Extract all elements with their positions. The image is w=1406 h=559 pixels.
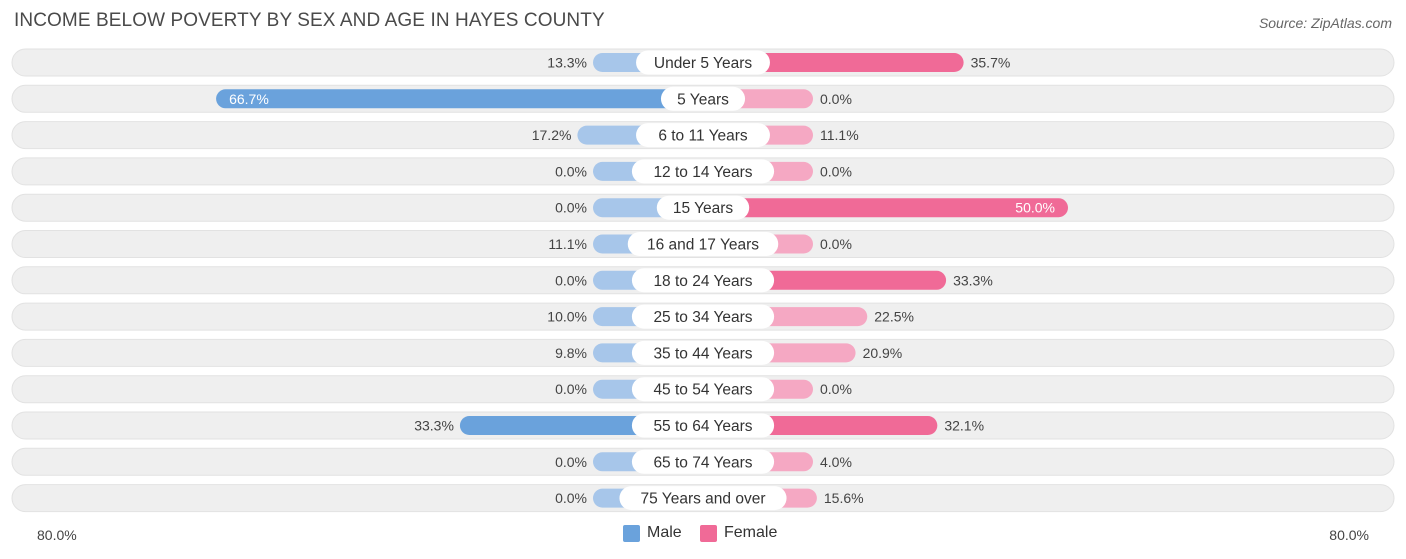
category-pill [631,449,775,474]
value-label-female: 22.5% [874,309,914,325]
value-label-female: 33.3% [953,272,993,288]
legend: Male Female [0,524,1406,546]
category-label: Under 5 Years [654,55,752,72]
legend-swatch-male [623,524,640,542]
category-pill [631,304,775,329]
category-pill [636,123,770,148]
category-label: 35 to 44 Years [653,345,752,362]
source-credit: Source: ZipAtlas.com [1258,15,1392,31]
category-label: 75 Years and over [641,491,766,508]
category-label: 5 Years [677,91,729,108]
category-label: 25 to 34 Years [653,309,752,326]
value-label-male: 0.0% [555,200,587,216]
category-pill [631,413,775,438]
value-label-female: 15.6% [824,490,864,506]
legend-item-male: Male [623,524,682,542]
value-label-female: 4.0% [820,454,852,470]
category-label: 15 Years [673,200,734,217]
category-label: 45 to 54 Years [653,382,752,399]
bar-female [703,198,1068,218]
category-pill [631,268,775,293]
chart-title: INCOME BELOW POVERTY BY SEX AND AGE IN H… [14,10,605,31]
bar-male [216,89,703,109]
value-label-female: 0.0% [820,163,852,179]
category-pill [660,86,746,111]
value-label-male: 13.3% [547,55,587,71]
legend-swatch-female [700,524,717,542]
category-label: 18 to 24 Years [653,273,752,290]
value-label-male: 9.8% [555,345,587,361]
value-label-male: 0.0% [555,454,587,470]
category-pill [627,232,779,256]
legend-label-male: Male [647,524,682,541]
value-label-male: 0.0% [555,490,587,506]
category-label: 65 to 74 Years [653,454,752,471]
legend-label-female: Female [724,524,778,541]
category-pill [631,340,775,365]
value-label-male: 0.0% [555,381,587,397]
axis-label-right: 80.0% [1329,527,1369,543]
value-label-male: 11.1% [548,236,587,252]
category-pill [631,159,775,184]
value-label-female: 50.0% [1015,200,1055,216]
category-pill [631,377,775,402]
legend-item-female: Female [700,524,777,542]
value-label-male: 0.0% [555,163,587,179]
value-label-male: 0.0% [555,272,587,288]
category-pill [656,195,750,220]
category-pill [636,50,770,75]
value-label-female: 0.0% [820,381,852,397]
category-pill [619,486,787,511]
value-label-female: 32.1% [944,418,984,434]
value-label-female: 11.1% [820,127,859,143]
value-label-male: 66.7% [229,91,269,107]
category-label: 16 and 17 Years [647,237,759,254]
value-label-male: 33.3% [414,418,454,434]
value-label-male: 17.2% [532,127,572,143]
value-label-female: 0.0% [820,91,852,107]
category-label: 12 to 14 Years [653,164,752,181]
category-label: 55 to 64 Years [653,418,752,435]
value-label-male: 10.0% [547,309,587,325]
value-label-female: 0.0% [820,236,852,252]
category-label: 6 to 11 Years [658,128,748,145]
value-label-female: 35.7% [971,55,1011,71]
value-label-female: 20.9% [863,345,903,361]
axis-label-left: 80.0% [37,527,77,543]
